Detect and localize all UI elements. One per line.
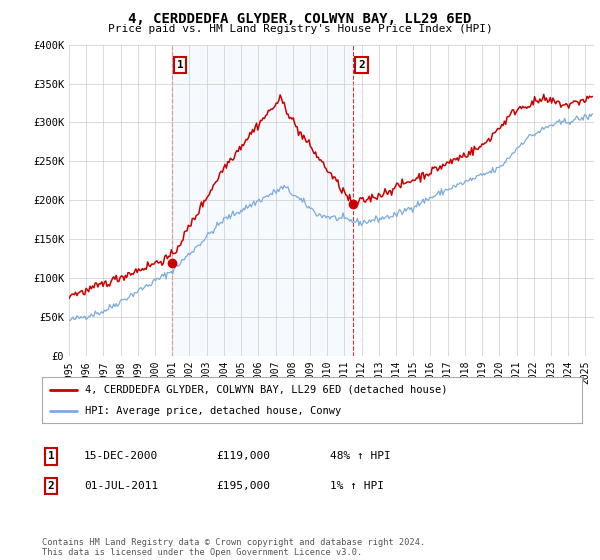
Text: £119,000: £119,000: [216, 451, 270, 461]
Text: HPI: Average price, detached house, Conwy: HPI: Average price, detached house, Conw…: [85, 407, 341, 416]
Bar: [172, 45, 353, 356]
Text: 4, CERDDEDFA GLYDER, COLWYN BAY, LL29 6ED (detached house): 4, CERDDEDFA GLYDER, COLWYN BAY, LL29 6E…: [85, 385, 448, 395]
Text: Price paid vs. HM Land Registry's House Price Index (HPI): Price paid vs. HM Land Registry's House …: [107, 24, 493, 34]
Text: 48% ↑ HPI: 48% ↑ HPI: [330, 451, 391, 461]
Text: 1: 1: [47, 451, 55, 461]
Text: 4, CERDDEDFA GLYDER, COLWYN BAY, LL29 6ED: 4, CERDDEDFA GLYDER, COLWYN BAY, LL29 6E…: [128, 12, 472, 26]
Text: 2: 2: [47, 481, 55, 491]
Text: 15-DEC-2000: 15-DEC-2000: [84, 451, 158, 461]
Text: Contains HM Land Registry data © Crown copyright and database right 2024.
This d: Contains HM Land Registry data © Crown c…: [42, 538, 425, 557]
Text: 01-JUL-2011: 01-JUL-2011: [84, 481, 158, 491]
Text: 2: 2: [358, 60, 365, 70]
Text: 1: 1: [177, 60, 184, 70]
Text: 1% ↑ HPI: 1% ↑ HPI: [330, 481, 384, 491]
Text: £195,000: £195,000: [216, 481, 270, 491]
